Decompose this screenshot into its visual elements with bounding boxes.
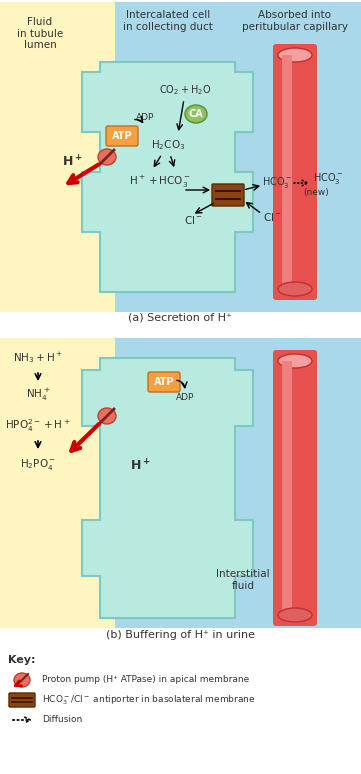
Polygon shape [82, 358, 253, 618]
Ellipse shape [278, 608, 312, 622]
Text: Key:: Key: [8, 655, 35, 665]
Text: (a) Secretion of H⁺: (a) Secretion of H⁺ [128, 313, 232, 323]
Text: ATP: ATP [154, 377, 174, 387]
Ellipse shape [278, 282, 312, 296]
Text: ADP: ADP [136, 114, 154, 122]
Text: Absorbed into
peritubular capillary: Absorbed into peritubular capillary [242, 10, 348, 32]
FancyBboxPatch shape [0, 2, 115, 312]
Ellipse shape [98, 408, 116, 424]
Text: Fluid
in tubule
lumen: Fluid in tubule lumen [17, 17, 63, 50]
FancyBboxPatch shape [115, 2, 361, 312]
FancyBboxPatch shape [9, 693, 35, 707]
Text: $\mathregular{HPO_4^{2-} + H^+}$: $\mathregular{HPO_4^{2-} + H^+}$ [5, 418, 71, 434]
Text: $\mathregular{CO_2 + H_2O}$: $\mathregular{CO_2 + H_2O}$ [159, 83, 211, 97]
Text: $\mathregular{H^+}$: $\mathregular{H^+}$ [130, 458, 150, 474]
FancyBboxPatch shape [212, 184, 244, 206]
Text: $\mathregular{HCO_3^-}$: $\mathregular{HCO_3^-}$ [313, 172, 343, 187]
Text: (new): (new) [303, 187, 329, 197]
Text: $\mathregular{Cl^-}$: $\mathregular{Cl^-}$ [263, 211, 282, 223]
FancyBboxPatch shape [282, 361, 292, 615]
Text: $\mathregular{H^+ + HCO_3^-}$: $\mathregular{H^+ + HCO_3^-}$ [129, 174, 191, 190]
Ellipse shape [185, 105, 207, 123]
Text: $\mathregular{H^+}$: $\mathregular{H^+}$ [62, 154, 82, 170]
FancyBboxPatch shape [115, 338, 361, 628]
Ellipse shape [98, 149, 116, 165]
Polygon shape [82, 62, 253, 292]
Text: Intercalated cell
in collecting duct: Intercalated cell in collecting duct [123, 10, 213, 32]
Text: $\mathregular{HCO_3^-}$: $\mathregular{HCO_3^-}$ [262, 176, 292, 190]
Text: Proton pump (H⁺ ATPase) in apical membrane: Proton pump (H⁺ ATPase) in apical membra… [42, 676, 249, 684]
FancyBboxPatch shape [273, 350, 317, 626]
Text: CA: CA [189, 109, 203, 119]
Text: ATP: ATP [112, 131, 132, 141]
Text: $\mathregular{NH_4^+}$: $\mathregular{NH_4^+}$ [26, 387, 50, 403]
Ellipse shape [278, 48, 312, 62]
FancyBboxPatch shape [273, 44, 317, 300]
Text: $\mathregular{H_2PO_4^-}$: $\mathregular{H_2PO_4^-}$ [20, 457, 56, 471]
Text: ADP: ADP [176, 393, 194, 402]
Ellipse shape [278, 354, 312, 368]
Text: (b) Buffering of H⁺ in urine: (b) Buffering of H⁺ in urine [105, 630, 255, 640]
FancyBboxPatch shape [106, 126, 138, 146]
Ellipse shape [14, 673, 30, 687]
FancyBboxPatch shape [282, 55, 292, 289]
Text: $\mathregular{HCO_3^-}$/Cl$^-$ antiporter in basolateral membrane: $\mathregular{HCO_3^-}$/Cl$^-$ antiporte… [42, 694, 256, 707]
Text: $\mathregular{NH_3 + H^+}$: $\mathregular{NH_3 + H^+}$ [13, 351, 63, 365]
Text: $\mathregular{Cl^-}$: $\mathregular{Cl^-}$ [183, 214, 203, 226]
FancyBboxPatch shape [148, 372, 180, 392]
Text: $\mathregular{H_2CO_3}$: $\mathregular{H_2CO_3}$ [151, 138, 185, 152]
Text: Diffusion: Diffusion [42, 715, 82, 724]
FancyBboxPatch shape [0, 338, 115, 628]
Text: Interstitial
fluid: Interstitial fluid [216, 569, 270, 591]
